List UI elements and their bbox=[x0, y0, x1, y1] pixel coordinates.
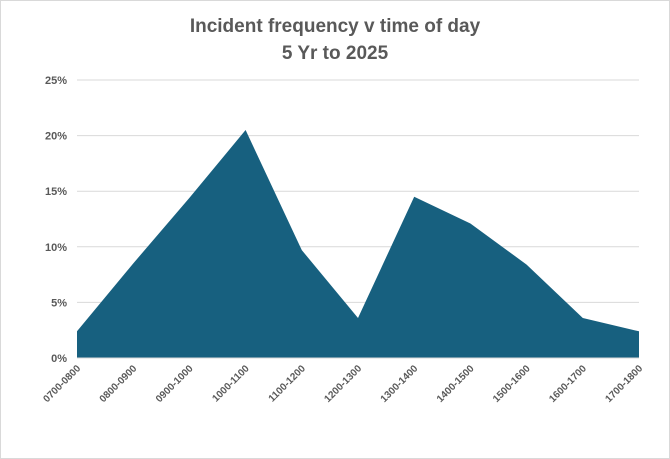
x-tick-label-1700-1800: 1700-1800 bbox=[604, 363, 646, 405]
y-tick-label-0: 0% bbox=[51, 353, 67, 365]
chart-title: Incident frequency v time of day 5 Yr to… bbox=[1, 13, 669, 67]
chart-title-line-1: Incident frequency v time of day bbox=[189, 16, 481, 37]
x-tick-label-1200-1300: 1200-1300 bbox=[323, 363, 365, 405]
x-tick-label-1500-1600: 1500-1600 bbox=[491, 363, 533, 405]
chart-title-line-2: 5 Yr to 2025 bbox=[281, 43, 389, 64]
area-series bbox=[77, 130, 639, 358]
y-tick-label-20: 20% bbox=[45, 131, 67, 143]
x-tick-label-1300-1400: 1300-1400 bbox=[379, 363, 421, 405]
x-tick-label-1100-1200: 1100-1200 bbox=[267, 363, 309, 405]
x-tick-label-0800-0900: 0800-0900 bbox=[98, 363, 140, 405]
x-tick-label-1400-1500: 1400-1500 bbox=[435, 363, 477, 405]
y-tick-label-25: 25% bbox=[45, 75, 67, 87]
y-tick-label-10: 10% bbox=[45, 242, 67, 254]
x-tick-label-0900-1000: 0900-1000 bbox=[154, 363, 196, 405]
x-tick-label-1600-1700: 1600-1700 bbox=[547, 363, 589, 405]
y-tick-label-5: 5% bbox=[51, 297, 67, 309]
x-tick-label-0700-0800: 0700-0800 bbox=[42, 363, 84, 405]
x-tick-label-1000-1100: 1000-1100 bbox=[211, 363, 253, 405]
y-tick-label-15: 15% bbox=[45, 186, 67, 198]
